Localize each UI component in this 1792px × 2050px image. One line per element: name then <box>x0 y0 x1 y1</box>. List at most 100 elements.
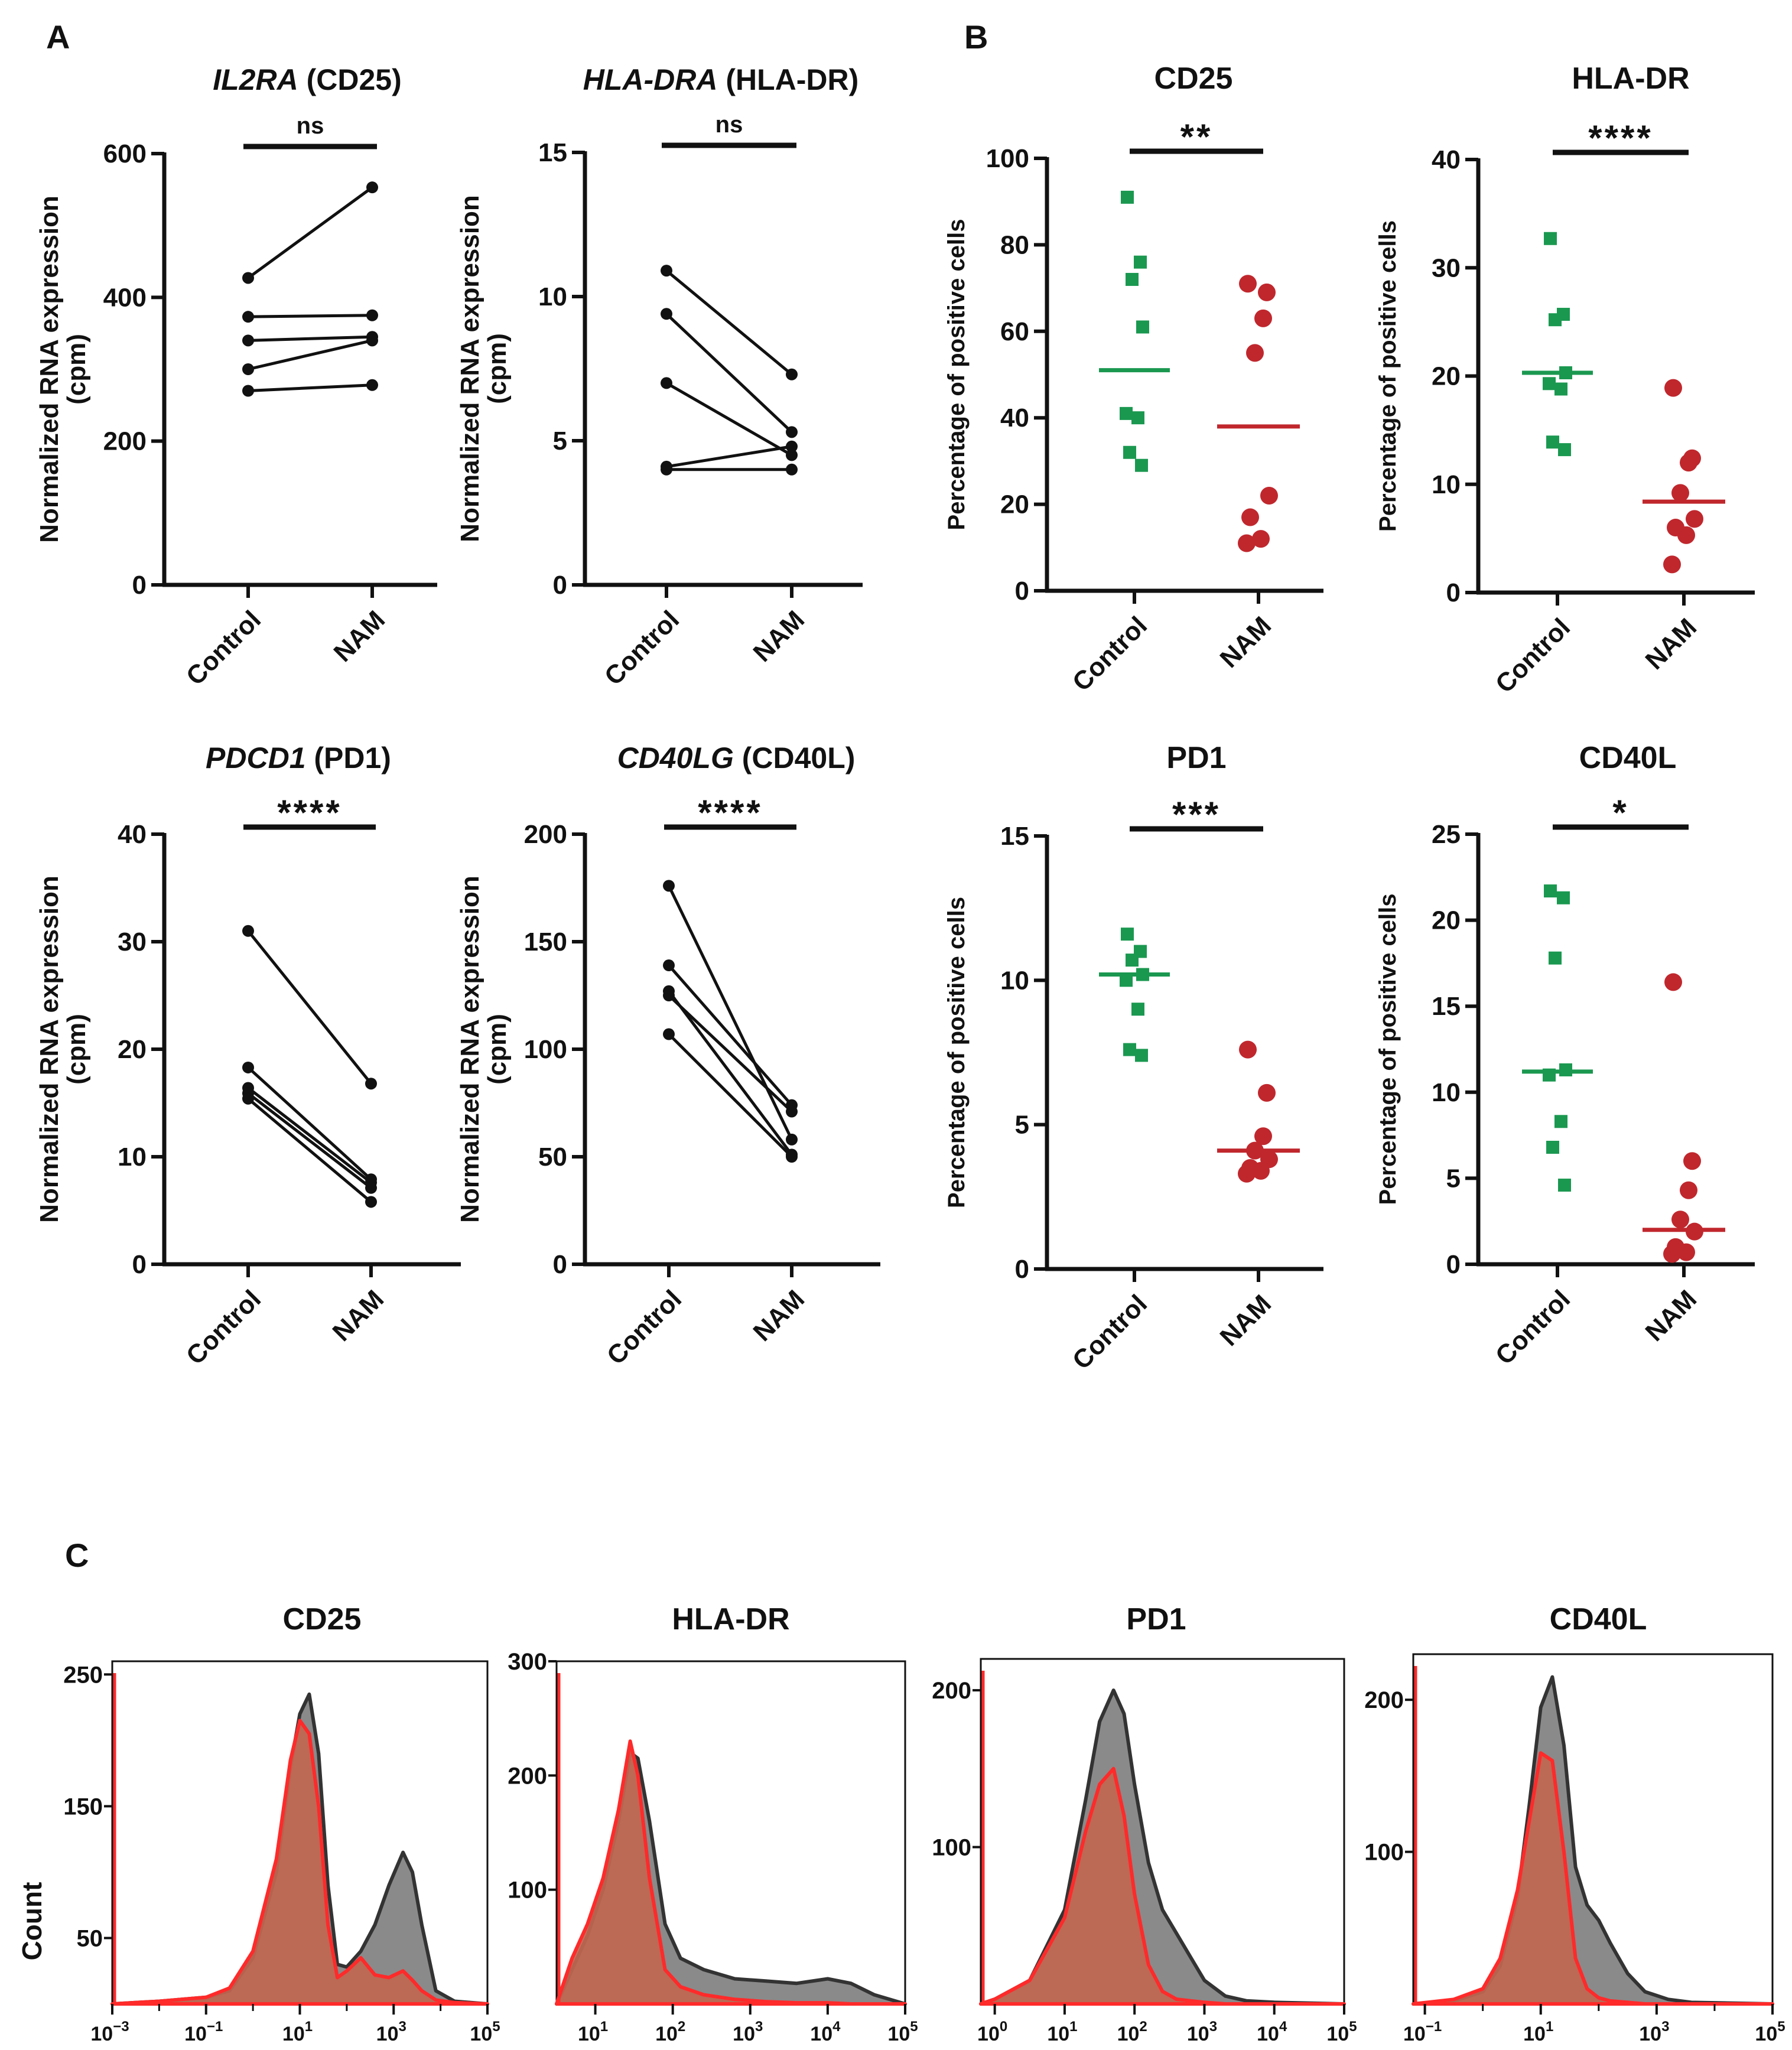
point-nam-7 <box>1238 534 1256 552</box>
point-nam-7 <box>1663 1245 1681 1263</box>
y-tick-label: 20 <box>1432 906 1461 935</box>
y-axis-label-unit: (cpm) <box>62 1014 91 1085</box>
x-tick-label: 103 <box>733 2019 763 2045</box>
x-tick-exponent: 3 <box>755 2019 763 2035</box>
chart-title: PD1 <box>1166 741 1226 775</box>
point-control-3 <box>242 363 254 375</box>
y-tick-label: 150 <box>524 928 567 956</box>
histogram-nam <box>1412 1751 1774 2006</box>
x-tick-exponent: −1 <box>1426 2019 1442 2035</box>
y-tick-label: 15 <box>538 138 567 167</box>
x-tick-label-nam: NAM <box>329 605 391 668</box>
y-axis-label-unit: (cpm) <box>483 333 512 404</box>
point-control-4 <box>1120 406 1133 420</box>
point-control-6 <box>1123 445 1136 459</box>
x-tick-label: 10−3 <box>90 2019 129 2045</box>
x-tick-exponent: 1 <box>600 2019 608 2035</box>
chart-c-hladr: HLA-DR 100 200 300 101 102 103 104 105 <box>508 1602 918 2045</box>
point-nam-2 <box>1254 1127 1272 1146</box>
chart-title-protein: (HLA-DR) <box>717 63 858 96</box>
y-tick-label: 0 <box>553 571 567 600</box>
chart-title-gene: IL2RA <box>213 63 298 96</box>
y-tick-label: 0 <box>553 1250 567 1279</box>
pair-line-3 <box>668 994 793 1113</box>
y-tick-label: 10 <box>1432 1078 1461 1107</box>
x-tick-label: 101 <box>1523 2019 1553 2045</box>
point-control-5 <box>1554 382 1567 396</box>
point-control-0 <box>1544 884 1557 898</box>
x-tick-label: 103 <box>1639 2019 1669 2045</box>
point-nam-7 <box>1238 1164 1256 1183</box>
point-control-4 <box>663 1028 675 1040</box>
point-nam-1 <box>1258 1083 1276 1102</box>
panel-letter-c: C <box>65 1537 89 1574</box>
significance-label: * <box>1612 793 1628 832</box>
y-tick-label: 25 <box>1432 820 1461 849</box>
point-control-1 <box>242 1061 254 1073</box>
y-tick-label: 200 <box>932 1678 971 1704</box>
y-tick-label: 200 <box>524 820 567 849</box>
pair-line-4 <box>247 1097 372 1203</box>
point-control-2 <box>661 377 672 389</box>
chart-title: CD40LG (CD40L) <box>617 741 856 775</box>
point-control-1 <box>1557 891 1570 904</box>
x-tick-label-control: Control <box>181 1284 266 1370</box>
x-tick-label-control: Control <box>601 1284 687 1370</box>
significance-label: ** <box>1180 117 1213 157</box>
y-axis-label: Percentage of positive cells <box>1375 894 1401 1205</box>
pair-line-0 <box>247 930 372 1085</box>
panel-letter-a: A <box>46 18 70 56</box>
point-nam-1 <box>1258 283 1276 301</box>
pair-line-3 <box>666 445 792 468</box>
y-tick-label: 0 <box>132 1250 147 1279</box>
x-tick-label: 102 <box>1117 2019 1147 2045</box>
chart-title-gene: PDCD1 <box>206 741 305 775</box>
pair-line-0 <box>247 186 373 279</box>
significance-label: ns <box>716 112 743 138</box>
point-control-5 <box>1131 411 1144 425</box>
x-tick-label-control: Control <box>1067 611 1153 697</box>
point-nam-3 <box>1671 484 1689 502</box>
point-control-2 <box>1549 313 1562 327</box>
x-tick-label: 100 <box>977 2019 1007 2045</box>
point-nam-0 <box>1239 1040 1257 1059</box>
y-tick-label: 10 <box>118 1143 147 1172</box>
x-tick-label: 104 <box>1257 2019 1287 2045</box>
chart-b-cd40l: CD40L 0 5 10 15 20 25 Percentage of positive ce… <box>1375 741 1755 1371</box>
y-tick-label: 40 <box>118 820 147 849</box>
point-nam-6 <box>1252 530 1270 548</box>
x-tick-label: 105 <box>470 2019 500 2045</box>
pair-line-2 <box>665 382 793 457</box>
point-nam-1 <box>1683 1152 1701 1170</box>
point-control-0 <box>663 880 675 892</box>
point-control-2 <box>1126 954 1139 967</box>
point-control-7 <box>1135 458 1148 472</box>
y-tick-label: 5 <box>1446 1164 1461 1193</box>
point-control-1 <box>661 308 672 320</box>
x-tick-label: 105 <box>887 2019 918 2045</box>
point-nam-4 <box>1686 510 1703 528</box>
chart-title: CD40L <box>1579 741 1677 775</box>
chart-title-protein: (CD40L) <box>734 741 856 775</box>
x-tick-label-control: Control <box>1490 1284 1576 1370</box>
x-tick-label-control: Control <box>181 605 266 691</box>
chart-title: IL2RA (CD25) <box>213 63 402 96</box>
point-nam-1 <box>366 309 378 321</box>
x-tick-label-control: Control <box>1067 1289 1153 1375</box>
chart-b-pd1: PD1 0 5 10 15 Percentage of positive cells Con… <box>944 741 1323 1375</box>
chart-a-pdcd1: PDCD1 (PD1) 0 10 20 30 40 Normalized RNA expre… <box>35 741 461 1371</box>
point-nam-3 <box>365 1182 377 1194</box>
x-tick-exponent: 5 <box>492 2019 500 2035</box>
chart-title-protein: (PD1) <box>306 741 391 775</box>
x-tick-label-nam: NAM <box>1215 1289 1277 1352</box>
chart-title: HLA-DR <box>672 1602 789 1636</box>
y-tick-label: 0 <box>1015 577 1029 606</box>
point-control-0 <box>242 272 254 284</box>
point-nam-0 <box>1664 973 1682 991</box>
y-tick-label: 20 <box>1000 490 1029 519</box>
y-tick-label: 20 <box>1432 362 1461 391</box>
y-tick-label: 0 <box>1446 578 1461 607</box>
chart-title: CD25 <box>283 1602 362 1636</box>
y-tick-label: 10 <box>1432 470 1461 499</box>
chart-a-hladra: HLA-DRA (HLA-DR) 0 5 10 15 Normalized RNA exp… <box>456 63 863 691</box>
